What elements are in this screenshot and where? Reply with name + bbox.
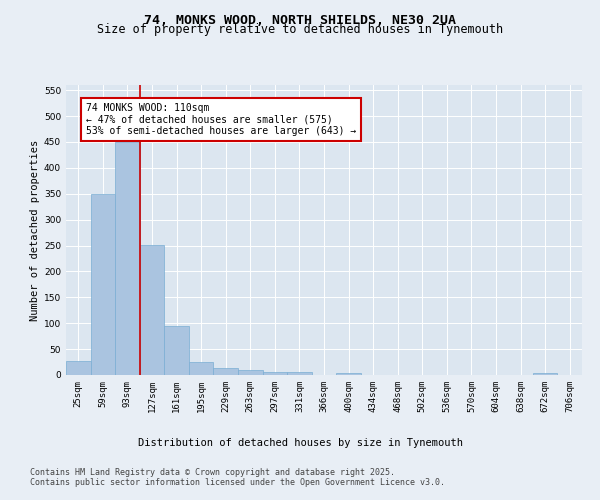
Bar <box>287 372 312 375</box>
Text: Contains HM Land Registry data © Crown copyright and database right 2025.: Contains HM Land Registry data © Crown c… <box>30 468 395 477</box>
Bar <box>263 372 287 375</box>
Bar <box>336 374 361 375</box>
Bar <box>533 374 557 375</box>
Bar <box>140 244 164 375</box>
Bar <box>66 360 91 375</box>
Bar <box>115 142 140 375</box>
Text: Contains public sector information licensed under the Open Government Licence v3: Contains public sector information licen… <box>30 478 445 487</box>
Bar <box>91 194 115 375</box>
Bar <box>238 370 263 375</box>
Bar <box>214 368 238 375</box>
Text: Distribution of detached houses by size in Tynemouth: Distribution of detached houses by size … <box>137 438 463 448</box>
Text: 74, MONKS WOOD, NORTH SHIELDS, NE30 2UA: 74, MONKS WOOD, NORTH SHIELDS, NE30 2UA <box>144 14 456 26</box>
Bar <box>189 362 214 375</box>
Text: Size of property relative to detached houses in Tynemouth: Size of property relative to detached ho… <box>97 24 503 36</box>
Bar <box>164 326 189 375</box>
Text: 74 MONKS WOOD: 110sqm
← 47% of detached houses are smaller (575)
53% of semi-det: 74 MONKS WOOD: 110sqm ← 47% of detached … <box>86 103 356 136</box>
Y-axis label: Number of detached properties: Number of detached properties <box>30 140 40 320</box>
